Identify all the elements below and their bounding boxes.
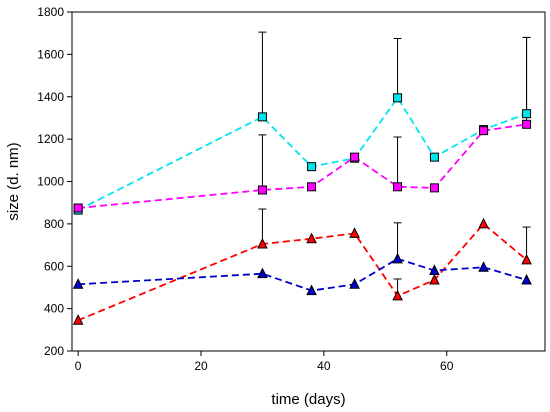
data-point-square — [257, 185, 267, 195]
data-point-triangle — [392, 252, 403, 264]
x-tick-label: 0 — [75, 359, 82, 373]
data-point-triangle — [306, 232, 317, 244]
y-tick-label: 1200 — [37, 132, 64, 146]
plot-area: 200 400 600 800 1000 1200 1400 1600 1800 0 20 40 60 — [37, 5, 546, 373]
data-point-triangle — [72, 278, 84, 289]
data-point-triangle — [349, 278, 360, 289]
y-tick-label: 600 — [44, 259, 64, 273]
x-tick-label: 40 — [317, 359, 331, 373]
data-point-triangle — [429, 264, 440, 275]
data-point-square — [479, 126, 489, 136]
data-point-square — [393, 182, 403, 192]
data-point-square — [522, 119, 532, 129]
data-point-square — [350, 152, 360, 162]
data-point-triangle — [429, 273, 440, 285]
data-point-triangle — [478, 217, 489, 229]
data-point-square — [429, 152, 439, 162]
data-point-triangle — [257, 237, 268, 249]
data-point-triangle — [257, 267, 268, 279]
y-tick-label: 200 — [44, 344, 64, 358]
y-tick-label: 400 — [44, 302, 64, 316]
series-line-4 — [78, 257, 527, 292]
data-point-square — [522, 109, 532, 119]
data-point-triangle — [521, 273, 532, 285]
x-tick-label: 60 — [440, 359, 454, 373]
data-point-square — [429, 183, 439, 193]
y-tick-label: 1800 — [37, 5, 64, 19]
y-tick-label: 1600 — [37, 47, 64, 61]
y-tick-label: 1000 — [37, 175, 64, 189]
y-tick-label: 1400 — [37, 90, 64, 104]
series-line-2 — [78, 123, 527, 209]
x-axis-title: time (days) — [271, 391, 345, 408]
data-point-triangle — [72, 314, 84, 325]
data-point-triangle — [349, 227, 360, 238]
data-point-square — [307, 162, 317, 172]
y-tick-label: 800 — [44, 217, 64, 231]
y-axis-title: size (d. nm) — [5, 142, 22, 220]
data-point-square — [73, 203, 83, 213]
x-tick-label: 20 — [194, 359, 208, 373]
series-line-1 — [77, 96, 527, 211]
data-point-triangle — [392, 289, 403, 301]
data-point-square — [257, 112, 267, 122]
data-point-triangle — [521, 253, 532, 265]
data-point-triangle — [306, 284, 317, 296]
data-point-triangle — [478, 261, 489, 272]
data-point-square — [393, 93, 403, 103]
series-line-3 — [77, 222, 528, 322]
data-point-square — [307, 182, 317, 192]
